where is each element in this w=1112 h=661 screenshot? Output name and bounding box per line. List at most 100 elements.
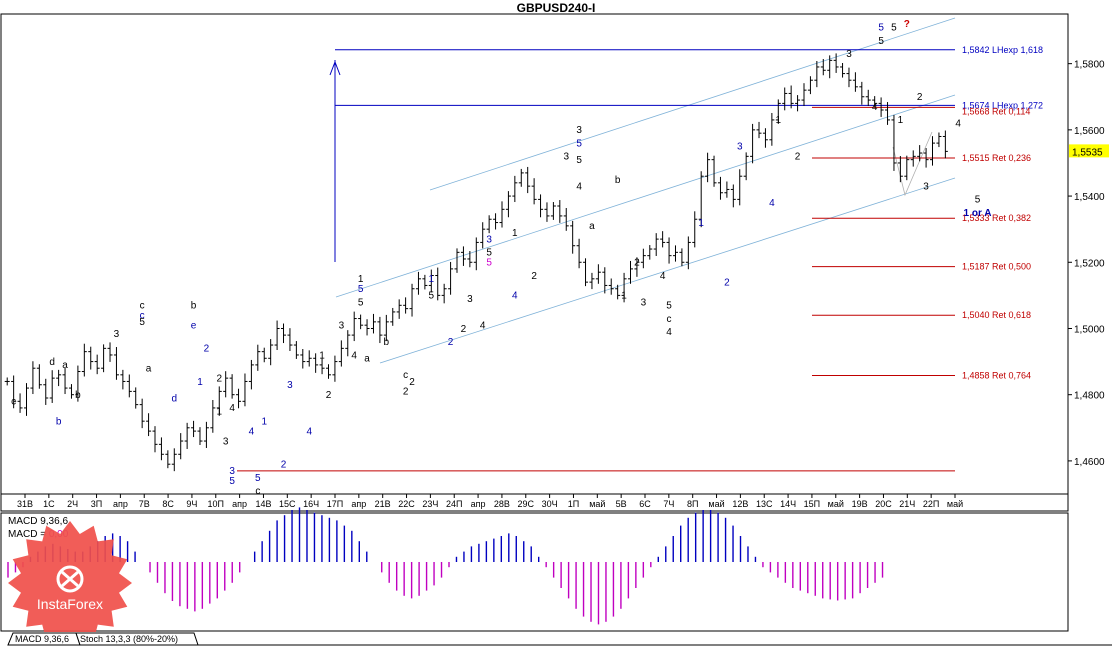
wave-label: 5 [429,291,435,302]
price-tick-label: 1,5800 [1074,60,1105,71]
wave-label: 2 [204,344,210,355]
date-tick-label: 21В [375,499,391,509]
wave-label: b [191,301,197,312]
wave-labels: cdabb3cc5adbe212143435152c?342134155abc2… [11,19,991,512]
wave-label: 4 [872,102,878,113]
date-tick-label: май [589,499,605,509]
wave-label: 4 [480,320,486,331]
level-label: 1,5515 Ret 0,236 [962,153,1031,163]
level-label: 1,5842 LHexp 1,618 [962,45,1043,55]
wave-label: a [146,364,152,375]
date-tick-label: 17П [327,499,343,509]
wave-label: 5 [891,23,897,34]
wave-label: 3 [339,320,345,331]
wave-label: 2 [409,377,415,388]
wave-label: 5 [576,155,582,166]
wave-label: a [589,221,595,232]
date-tick-label: 10П [208,499,224,509]
wave-label: 4 [306,426,312,437]
wave-label: 5 [486,258,492,269]
price-tick-label: 1,5200 [1074,258,1105,269]
wave-label: 2 [531,271,537,282]
wave-label: 3 [486,234,492,245]
wave-label: 2 [461,324,467,335]
wave-label: 4 [660,271,666,282]
wave-label: 5 [975,195,981,206]
date-tick-label: 22П [923,499,939,509]
wave-label: 5 [358,284,364,295]
wave-label: 4 [576,181,582,192]
date-tick-label: май [947,499,963,509]
level-label: 1,5040 Ret 0,618 [962,310,1031,320]
wave-label: 1 [358,274,364,285]
date-tick-label: май [828,499,844,509]
wave-label: 5 [358,297,364,308]
date-tick-label: апр [351,499,366,509]
wave-label: b [615,175,621,186]
projection-path [892,131,933,197]
wave-label: c [403,370,408,381]
wave-label: 1 [776,115,782,126]
channel-upper [429,17,956,191]
wave-label: 2 [724,277,730,288]
tab-stoch-label: Stoch 13,3,3 (80%-20%) [80,634,178,644]
wave-label: 4 [229,403,235,414]
level-label: 1,5333 Ret 0,382 [962,213,1031,223]
date-tick-label: апр [471,499,486,509]
wave-label: 5 [576,138,582,149]
date-axis: 31В 1С 2Ч 3П апр 7В 8С 9Ч 10П апр 14В 15С 16Ч 17П апр 2… [17,494,963,509]
date-tick-label: 31В [17,499,33,509]
macd-label: MACD 9,36,6 [8,516,68,527]
date-tick-label: 29С [518,499,535,509]
date-tick-label: апр [232,499,247,509]
wave-label: 3 [467,294,473,305]
current-price-box [1069,144,1109,158]
current-price-label: 1,5535 [1072,147,1103,158]
date-tick-label: 20С [875,499,892,509]
wave-label: 2 [634,258,640,269]
wave-label: 2 [448,337,454,348]
wave-label: 3 [846,49,852,60]
wave-label: 1 or A [964,208,992,219]
channel-middle [335,94,956,298]
wave-label: 1 [429,274,435,285]
date-tick-label: 8П [687,499,698,509]
wave-label: 1 [216,407,222,418]
date-tick-label: 7В [139,499,150,509]
trend-channels [237,17,956,472]
wave-label: 5 [139,317,145,328]
wave-label: 3 [923,181,929,192]
wave-label: 4 [666,327,672,338]
wave-label: d [171,393,177,404]
macd-pane-frame [0,512,1069,632]
wave-label: b [384,337,390,348]
date-tick-label: 7Ч [663,499,674,509]
channel-lower [379,177,956,364]
wave-label: 2 [403,387,409,398]
price-tick-label: 1,5400 [1074,192,1105,203]
wave-label: 1 [898,115,904,126]
wave-label: 1 [261,416,267,427]
date-tick-label: 16Ч [303,499,319,509]
wave-label: ? [904,19,910,30]
wave-label: 2 [795,152,801,163]
wave-label: 3 [563,152,569,163]
chart-title: GBPUSD240-I [517,1,596,15]
date-tick-label: 30Ч [542,499,558,509]
wave-label: 5 [486,248,492,259]
wave-label: c [255,486,260,497]
wave-label: 1 [319,350,325,361]
wave-label: c [667,314,672,325]
indicator-tabs: MACD 9,36,6 Stoch 13,3,3 (80%-20%) [0,632,1112,661]
date-tick-label: 23Ч [422,499,438,509]
level-label: 1,5674 LHexp 1,272 [962,100,1043,110]
date-tick-label: 15П [804,499,820,509]
date-tick-label: апр [113,499,128,509]
wave-label: 3 [287,380,293,391]
wave-label: 3 [114,329,120,340]
wave-label: 5 [878,23,884,34]
watermark-text: InstaForex [37,596,103,612]
date-axis-frame [0,493,1069,512]
wave-label: b [75,390,81,401]
price-tick-label: 1,4800 [1074,391,1105,402]
